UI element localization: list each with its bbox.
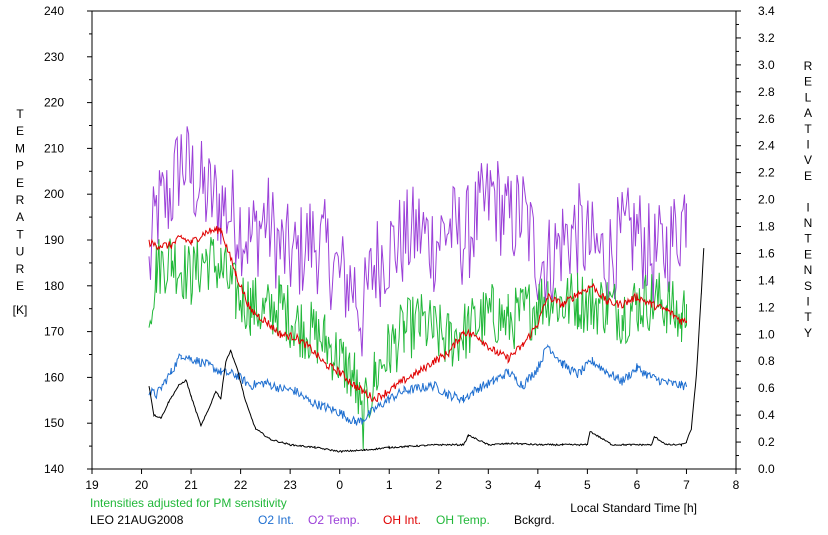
x-tick-label: 6 xyxy=(634,478,641,492)
x-tick-label: 20 xyxy=(135,478,149,492)
left-axis-letter: T xyxy=(16,107,24,121)
right-axis-letter: S xyxy=(804,279,812,293)
right-tick-label: 0.4 xyxy=(758,408,775,422)
series-line-oh-int xyxy=(148,225,687,403)
right-axis-letter: T xyxy=(804,122,812,136)
x-tick-label: 1 xyxy=(386,478,393,492)
right-axis-letter: Y xyxy=(804,326,812,340)
legend-item: OH Int. xyxy=(383,513,421,527)
right-axis-letter: N xyxy=(804,216,813,230)
right-tick-label: 0.0 xyxy=(758,462,775,476)
left-tick-label: 240 xyxy=(44,4,64,18)
right-tick-label: 1.0 xyxy=(758,327,775,341)
legend-item: O2 Int. xyxy=(258,513,294,527)
left-axis-letter: A xyxy=(16,210,24,224)
right-axis-letter: E xyxy=(804,75,812,89)
right-tick-label: 1.6 xyxy=(758,246,775,260)
right-axis-ticks: 0.0 0.2 0.4 0.6 0.8 1.0 1.2 1.4 1.6 1.8 2.0 2.2 2.4 2… xyxy=(736,4,775,476)
series-line-o2-int xyxy=(148,343,687,426)
series-line-o2-temp xyxy=(148,126,687,357)
x-tick-label: 23 xyxy=(283,478,297,492)
right-tick-label: 1.4 xyxy=(758,273,775,287)
right-tick-label: 1.8 xyxy=(758,220,775,234)
left-tick-label: 150 xyxy=(44,416,64,430)
x-tick-label: 2 xyxy=(435,478,442,492)
x-tick-label: 0 xyxy=(336,478,343,492)
left-axis-letter: E xyxy=(16,176,24,190)
x-tick-label: 5 xyxy=(584,478,591,492)
right-tick-label: 3.4 xyxy=(758,4,775,18)
right-axis-letter: E xyxy=(804,247,812,261)
right-tick-label: 2.2 xyxy=(758,166,775,180)
left-tick-label: 190 xyxy=(44,233,64,247)
series-line-bckgrd xyxy=(148,248,705,454)
left-axis-letter: E xyxy=(16,124,24,138)
x-tick-label: 21 xyxy=(184,478,198,492)
right-axis-letter: T xyxy=(804,232,812,246)
left-axis-letter: R xyxy=(16,193,25,207)
sensitivity-note: Intensities adjusted for PM sensitivity xyxy=(90,496,287,510)
x-tick-label: 3 xyxy=(485,478,492,492)
x-tick-label: 7 xyxy=(683,478,690,492)
left-tick-label: 230 xyxy=(44,50,64,64)
right-axis-letter: R xyxy=(804,59,813,73)
legend: O2 Int. O2 Temp. OH Int. OH Temp. Bckgrd. xyxy=(258,513,555,527)
left-tick-label: 170 xyxy=(44,325,64,339)
right-axis-letter: I xyxy=(806,200,809,214)
right-tick-label: 2.6 xyxy=(758,112,775,126)
right-tick-label: 3.0 xyxy=(758,58,775,72)
left-tick-label: 140 xyxy=(44,462,64,476)
right-tick-label: 0.2 xyxy=(758,435,775,449)
left-tick-label: 210 xyxy=(44,141,64,155)
left-axis-unit: [K] xyxy=(13,303,28,317)
right-axis-letter: L xyxy=(805,90,812,104)
right-tick-label: 0.8 xyxy=(758,354,775,368)
x-tick-label: 4 xyxy=(535,478,542,492)
legend-item: O2 Temp. xyxy=(308,513,360,527)
left-axis-letter: E xyxy=(16,279,24,293)
x-axis-label: Local Standard Time [h] xyxy=(570,501,697,515)
left-axis-letter: R xyxy=(16,262,25,276)
x-axis-ticks: 19 20 21 22 23 0 1 2 3 4 5 6 7 8 xyxy=(85,469,740,492)
x-tick-label: 19 xyxy=(85,478,99,492)
series-line-oh-temp xyxy=(148,237,687,450)
series-layer xyxy=(148,126,705,454)
left-axis-letter: U xyxy=(16,245,25,259)
right-axis-letter: N xyxy=(804,263,813,277)
legend-item: Bckgrd. xyxy=(514,513,555,527)
left-axis-letter: M xyxy=(15,141,25,155)
right-axis-letter: I xyxy=(806,295,809,309)
right-axis-letter: T xyxy=(804,310,812,324)
left-tick-label: 220 xyxy=(44,96,64,110)
right-axis-letter: I xyxy=(806,138,809,152)
right-axis-letter: V xyxy=(804,153,812,167)
x-tick-label: 8 xyxy=(733,478,740,492)
right-axis-letter: E xyxy=(804,169,812,183)
legend-item: OH Temp. xyxy=(436,513,490,527)
right-tick-label: 1.2 xyxy=(758,300,775,314)
left-tick-label: 180 xyxy=(44,279,64,293)
right-tick-label: 2.0 xyxy=(758,193,775,207)
left-axis-letter: P xyxy=(16,159,24,173)
station-date: LEO 21AUG2008 xyxy=(90,513,184,527)
right-axis-letter: A xyxy=(804,106,812,120)
right-tick-label: 2.4 xyxy=(758,139,775,153)
x-tick-label: 22 xyxy=(234,478,248,492)
right-tick-label: 3.2 xyxy=(758,31,775,45)
right-tick-label: 2.8 xyxy=(758,85,775,99)
right-tick-label: 0.6 xyxy=(758,381,775,395)
left-tick-label: 160 xyxy=(44,370,64,384)
left-axis-letter: T xyxy=(16,227,24,241)
left-axis-ticks: 140 150 160 170 180 190 200 210 220 230 240 xyxy=(44,4,92,476)
left-tick-label: 200 xyxy=(44,187,64,201)
